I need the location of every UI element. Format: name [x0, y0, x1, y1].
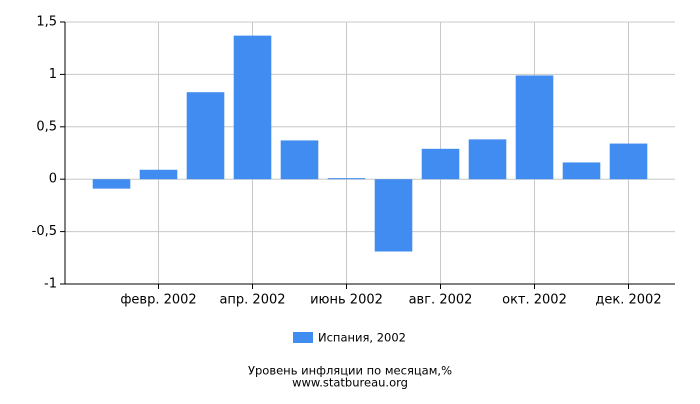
- x-tick-label: апр. 2002: [219, 293, 285, 308]
- x-tick-label: окт. 2002: [502, 293, 567, 308]
- y-tick-label: -0,5: [32, 224, 57, 239]
- bar: [562, 162, 601, 180]
- bar: [421, 148, 460, 180]
- bar: [233, 35, 272, 180]
- y-tick-label: -1: [44, 277, 57, 292]
- bar: [374, 179, 413, 252]
- x-tick-label: авг. 2002: [409, 293, 473, 308]
- legend-swatch: [293, 332, 313, 343]
- y-tick-label: 1: [49, 67, 57, 82]
- x-tick-label: февр. 2002: [120, 293, 196, 308]
- y-tick-label: 0,5: [36, 119, 57, 134]
- x-tick-label: дек. 2002: [595, 293, 661, 308]
- y-tick-label: 0: [49, 172, 57, 187]
- bar: [186, 92, 225, 180]
- source: www.statbureau.org: [292, 376, 408, 390]
- bar: [515, 75, 554, 180]
- bar: [468, 139, 507, 180]
- legend-label: Испания, 2002: [318, 331, 406, 345]
- bar: [92, 179, 131, 189]
- bar: [609, 143, 648, 180]
- bar: [139, 169, 178, 180]
- chart-title: Уровень инфляции по месяцам,%: [248, 364, 452, 378]
- x-tick-label: июнь 2002: [310, 293, 383, 308]
- bar: [280, 140, 319, 180]
- bar: [327, 178, 366, 180]
- y-tick-label: 1,5: [36, 15, 57, 30]
